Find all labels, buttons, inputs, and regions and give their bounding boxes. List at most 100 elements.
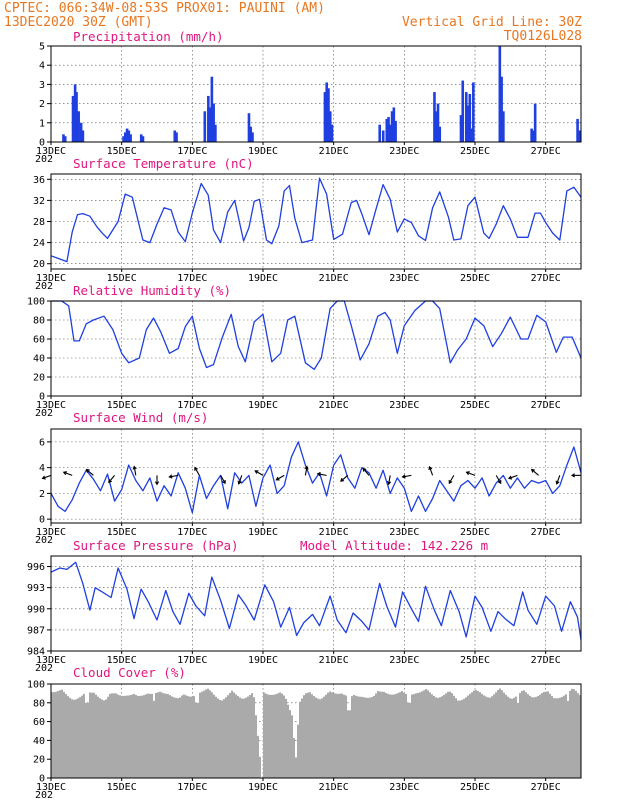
precip-bar [203, 111, 207, 142]
cloud-column [285, 698, 287, 778]
cloud-column [489, 697, 491, 778]
cloud-column [367, 697, 369, 778]
cloud-column [147, 693, 149, 778]
cloud-column [333, 693, 335, 778]
wind-arrowhead [465, 471, 470, 476]
temperature-panel: Surface Temperature (nC) 20 24 28 32 36 13DEC… [33, 156, 582, 292]
precip-bar [472, 82, 475, 142]
cloud-column [445, 693, 447, 778]
humidity-xtick-label: 21DEC [319, 400, 349, 411]
humidity-panel: Relative Humidity (%) 0 20 40 60 80 100 13DEC 1… [27, 283, 582, 419]
pressure-xtick-label: 27DEC [531, 655, 561, 666]
cloud-column [405, 693, 407, 778]
precip-bar [464, 92, 468, 142]
precip-bar [208, 107, 212, 142]
cloud-column [539, 694, 541, 778]
cloud-column [311, 694, 313, 778]
cloud-column [493, 694, 495, 778]
cloud-column [95, 694, 97, 778]
cloud-column [417, 692, 419, 778]
cloud-column [325, 694, 327, 778]
cloud-column [181, 695, 183, 778]
precip-bar [81, 130, 85, 142]
cloud-column [289, 710, 291, 778]
precip-bar [249, 126, 253, 142]
pressure-xtick-label: 13DEC [36, 655, 66, 666]
humidity-ytick-label: 40 [33, 354, 45, 365]
precip-bar [385, 118, 389, 142]
wind-arrowhead [555, 480, 560, 485]
cloud-column [243, 698, 245, 778]
cloud-column [199, 692, 201, 778]
precip-bar [459, 115, 463, 142]
precip-xtick-label: 27DEC [531, 146, 561, 157]
pressure-frame [50, 555, 582, 652]
cloud-column [157, 692, 159, 778]
wind-xtick-label: 13DEC [36, 527, 66, 538]
precipitation-title: Precipitation (mm/h) [73, 29, 224, 44]
pressure-ytick-label: 993 [27, 583, 45, 594]
cloud-column [541, 693, 543, 778]
cloud-column [373, 695, 375, 778]
cloud-column [115, 693, 117, 778]
cloud-column [419, 692, 421, 778]
cloud-column [303, 695, 305, 778]
cloud-column [315, 697, 317, 778]
pressure-xtick-label: 23DEC [389, 655, 419, 666]
cloud-column [349, 710, 351, 778]
precip-bar [470, 128, 473, 142]
precip-bar [500, 76, 503, 142]
model-altitude-label: Model Altitude: 142.226 m [300, 538, 488, 553]
cloud-column [383, 691, 385, 778]
cloud-column [175, 697, 177, 778]
cloud-column [339, 693, 341, 778]
wind-arrowhead [428, 465, 433, 471]
cloud-column [137, 695, 139, 778]
precip-bar [325, 82, 328, 142]
cloud-column [487, 697, 489, 778]
cloud-column [479, 692, 481, 778]
cloud-column [547, 691, 549, 778]
cloud-column [555, 698, 557, 778]
cloud-column [207, 688, 209, 778]
cloud-column [319, 699, 321, 778]
cloud-column [143, 695, 145, 778]
humidity-xtick-label: 25DEC [460, 400, 490, 411]
pressure-ytick-label: 996 [27, 562, 45, 573]
temperature-xtick-label: 21DEC [319, 273, 349, 284]
temperature-xtick-label: 19DEC [248, 273, 278, 284]
humidity-year-label: 202 [35, 408, 53, 419]
wind-arrow [388, 475, 391, 485]
cloud-column [375, 693, 377, 778]
cloud-column [563, 695, 565, 778]
cloud-column [559, 697, 561, 778]
cloud-column [331, 692, 333, 778]
cloud-column [123, 695, 125, 778]
cloud-column [407, 702, 409, 778]
cloud-column [121, 695, 123, 778]
wind-arrowhead [168, 474, 173, 479]
wind-year-label: 202 [35, 535, 53, 546]
cloud-column [159, 691, 161, 778]
cloud-column [443, 694, 445, 778]
wind-arrow [429, 466, 434, 476]
cloud-cover-title: Cloud Cover (%) [73, 665, 186, 680]
precip-bar [327, 88, 330, 142]
wind-arrow [238, 475, 243, 485]
precip-bar [212, 103, 215, 142]
cloud-column [193, 696, 195, 778]
cloud-column [467, 695, 469, 778]
cloud-column [411, 694, 413, 778]
cloud-column [287, 704, 289, 778]
cloud-column [145, 694, 147, 778]
wind-ytick-label: 2 [39, 489, 45, 500]
precip-bar [127, 130, 131, 142]
cloud-column [245, 697, 247, 778]
cloud-column [553, 698, 555, 778]
precip-bar [75, 92, 78, 142]
cloud-column [255, 715, 257, 778]
humidity-xtick-label: 19DEC [248, 400, 278, 411]
cloud-column [365, 697, 367, 778]
wind-arrow [448, 475, 455, 484]
cloud-column [295, 757, 297, 778]
